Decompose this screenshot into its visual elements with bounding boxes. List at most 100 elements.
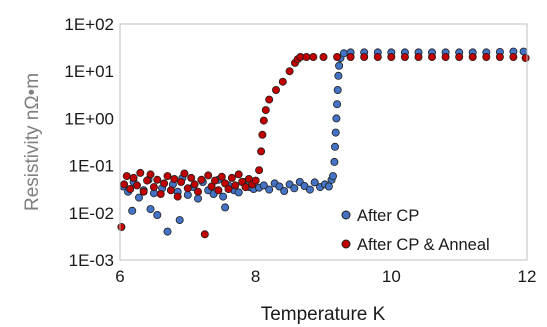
y-tick-label: 1E-01	[69, 157, 114, 176]
data-point-after-cp	[275, 182, 284, 191]
data-point-after-cp-anneal	[234, 170, 243, 179]
data-point-after-cp	[305, 185, 314, 194]
data-point-after-cp-anneal	[139, 187, 148, 196]
data-point-after-cp-anneal	[387, 53, 396, 62]
data-point-after-cp	[335, 61, 344, 70]
x-tick-label: 12	[518, 267, 537, 286]
legend: After CP After CP & Anneal	[341, 207, 490, 254]
data-point-after-cp-anneal	[187, 173, 196, 182]
data-point-after-cp	[219, 192, 228, 201]
data-point-after-cp-anneal	[156, 189, 165, 198]
legend-marker-after-cp	[341, 210, 351, 220]
data-point-after-cp-anneal	[177, 177, 186, 186]
data-point-after-cp-anneal	[210, 176, 219, 185]
data-point-after-cp	[330, 157, 339, 166]
plot-area-frame	[119, 23, 528, 261]
x-axis-ticks: 6 8 10 12	[115, 267, 536, 286]
data-point-after-cp	[328, 172, 337, 181]
data-point-after-cp	[128, 206, 137, 215]
data-point-after-cp-anneal	[400, 53, 409, 62]
data-point-after-cp-anneal	[183, 184, 192, 193]
data-point-after-cp	[332, 114, 341, 123]
data-point-after-cp-anneal	[149, 183, 158, 192]
data-point-after-cp-anneal	[251, 176, 260, 185]
y-tick-label: 1E-02	[69, 204, 114, 223]
data-point-after-cp-anneal	[122, 172, 131, 181]
data-point-after-cp	[175, 216, 184, 225]
series-after-cp-anneal	[117, 53, 530, 239]
series-after-cp	[119, 47, 528, 236]
data-point-after-cp-anneal	[302, 53, 311, 62]
legend-label-after-cp-anneal: After CP & Anneal	[357, 236, 490, 254]
data-point-after-cp-anneal	[265, 95, 274, 104]
data-point-after-cp-anneal	[241, 183, 250, 192]
legend-marker-after-cp-anneal	[341, 239, 351, 249]
data-point-after-cp	[183, 190, 192, 199]
data-point-after-cp-anneal	[153, 175, 162, 184]
data-point-after-cp	[265, 185, 274, 194]
data-point-after-cp-anneal	[170, 174, 179, 183]
data-point-after-cp-anneal	[521, 54, 530, 63]
data-point-after-cp-anneal	[173, 192, 182, 201]
data-point-after-cp-anneal	[136, 168, 145, 177]
data-point-after-cp-anneal	[200, 230, 209, 239]
data-point-after-cp-anneal	[482, 53, 491, 62]
data-point-after-cp-anneal	[373, 53, 382, 62]
data-point-after-cp-anneal	[132, 181, 141, 190]
data-point-after-cp-anneal	[193, 187, 202, 196]
data-point-after-cp-anneal	[333, 53, 342, 62]
data-point-after-cp	[324, 182, 333, 191]
data-point-after-cp-anneal	[285, 67, 294, 76]
data-point-after-cp	[333, 100, 342, 109]
data-point-after-cp-anneal	[309, 53, 318, 62]
data-point-after-cp	[193, 194, 202, 203]
data-point-after-cp-anneal	[258, 130, 267, 139]
data-point-after-cp	[334, 71, 343, 80]
data-point-after-cp-anneal	[190, 180, 199, 189]
data-point-after-cp-anneal	[346, 53, 355, 62]
data-point-after-cp	[134, 193, 143, 202]
data-point-after-cp-anneal	[207, 182, 216, 191]
data-point-after-cp	[300, 181, 309, 190]
data-point-after-cp-anneal	[441, 53, 450, 62]
data-point-after-cp-anneal	[468, 53, 477, 62]
data-point-after-cp-anneal	[255, 166, 264, 175]
x-tick-label: 8	[251, 267, 260, 286]
y-axis-title: Resistivity nΩ•m	[22, 73, 43, 211]
x-tick-label: 6	[115, 267, 124, 286]
data-point-after-cp-anneal	[224, 184, 233, 193]
data-point-after-cp-anneal	[271, 86, 280, 95]
data-point-after-cp-anneal	[217, 172, 226, 181]
data-point-after-cp-anneal	[214, 186, 223, 195]
data-point-after-cp	[163, 227, 172, 236]
data-point-after-cp	[339, 49, 348, 58]
y-tick-label: 1E+02	[64, 15, 114, 34]
data-point-after-cp-anneal	[495, 53, 504, 62]
data-point-after-cp-anneal	[180, 169, 189, 178]
data-point-after-cp-anneal	[257, 147, 266, 156]
data-point-after-cp-anneal	[509, 53, 518, 62]
data-point-after-cp-anneal	[319, 53, 328, 62]
data-point-after-cp-anneal	[414, 53, 423, 62]
data-point-after-cp	[331, 128, 340, 137]
data-point-after-cp-anneal	[146, 170, 155, 179]
data-point-after-cp-anneal	[278, 77, 287, 86]
data-point-after-cp-anneal	[261, 106, 270, 115]
data-point-after-cp	[330, 142, 339, 151]
data-point-after-cp	[280, 186, 289, 195]
data-point-after-cp-anneal	[143, 176, 152, 185]
data-point-after-cp-anneal	[120, 180, 129, 189]
data-point-after-cp-anneal	[129, 173, 138, 182]
x-axis-title: Temperature K	[261, 304, 386, 325]
data-point-after-cp-anneal	[227, 173, 236, 182]
data-point-after-cp	[221, 203, 230, 212]
data-point-after-cp	[153, 210, 162, 219]
data-point-after-cp-anneal	[163, 172, 172, 181]
y-tick-label: 1E+01	[64, 62, 114, 81]
data-point-after-cp	[146, 205, 155, 214]
data-point-after-cp-anneal	[166, 186, 175, 195]
x-tick-label: 10	[382, 267, 401, 286]
y-axis-ticks: 1E-03 1E-02 1E-01 1E+00 1E+01 1E+02	[64, 15, 114, 270]
data-point-after-cp-anneal	[455, 53, 464, 62]
data-point-after-cp-anneal	[360, 53, 369, 62]
